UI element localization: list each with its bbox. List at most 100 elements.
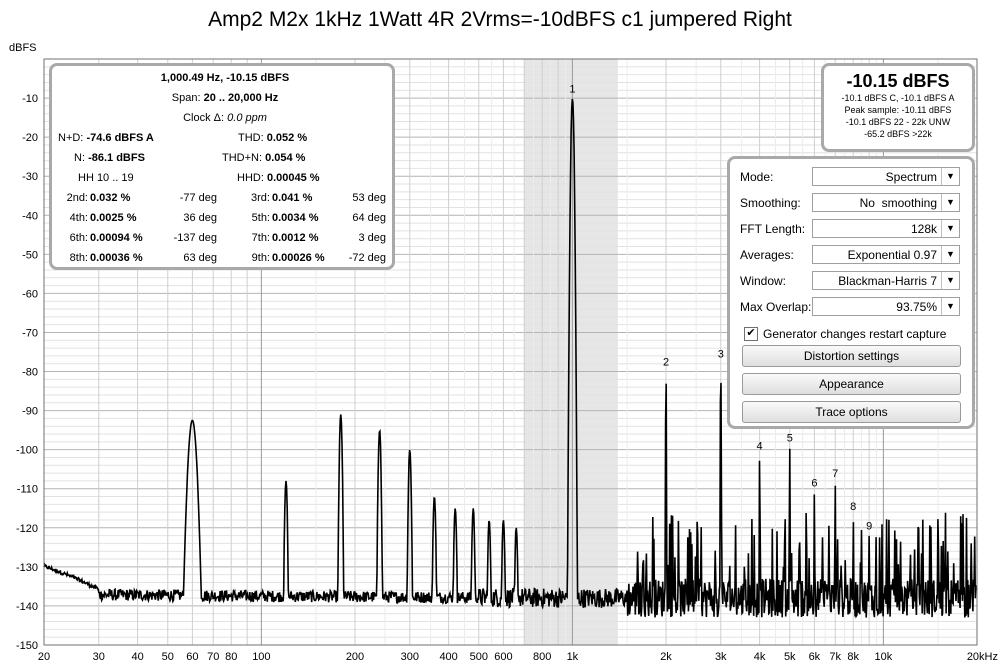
chevron-down-icon: ▼: [941, 246, 959, 263]
y-tick-label: -100: [16, 445, 38, 457]
harmonic-marker-6: 6: [811, 478, 817, 490]
harmonic-value: 0.0012 %: [272, 232, 319, 244]
y-axis-unit-label: dBFS: [9, 42, 37, 54]
mode-label: Mode:: [740, 170, 774, 184]
y-tick-label: -40: [22, 210, 38, 222]
clock-readout: Clock Δ: 0.0 ppm: [183, 112, 267, 124]
restart-capture-label: Generator changes restart capture: [763, 327, 947, 341]
harmonic-marker-3: 3: [718, 349, 724, 361]
harmonic-phase: 36 deg: [183, 212, 217, 224]
smoothing-label: Smoothing:: [740, 196, 801, 210]
chevron-down-icon: ▼: [941, 272, 959, 289]
nd-readout: N+D: -74.6 dBFS A: [58, 132, 154, 144]
x-tick-label: 5k: [784, 651, 796, 663]
harmonic-marker-8: 8: [850, 501, 856, 513]
chevron-down-icon: ▼: [941, 194, 959, 211]
x-tick-label: 8k: [847, 651, 859, 663]
x-tick-label: 80: [225, 651, 237, 663]
restart-capture-checkbox[interactable]: ✔: [744, 327, 758, 341]
level-readout-panel[interactable]: -10.15 dBFS -10.1 dBFS C, -10.1 dBFS A P…: [821, 63, 975, 152]
y-tick-label: -140: [16, 601, 38, 613]
y-tick-label: -20: [22, 132, 38, 144]
harmonic-label: 5th:: [251, 212, 270, 224]
averages-row: Averages: Exponential 0.97 ▼: [740, 245, 966, 265]
harmonic-phase: 53 deg: [352, 192, 386, 204]
max-overlap-label: Max Overlap:: [740, 300, 812, 314]
appearance-button[interactable]: Appearance: [742, 373, 961, 395]
y-tick-label: -30: [22, 171, 38, 183]
harmonic-label: 3rd:: [251, 192, 270, 204]
x-tick-label: 30: [93, 651, 105, 663]
hh-range-label: HH 10 .. 19: [78, 172, 134, 184]
harmonic-value: 0.0025 %: [90, 212, 137, 224]
fft-length-row: FFT Length: 128k ▼: [740, 219, 966, 239]
peak-frequency-level: 1,000.49 Hz, -10.15 dBFS: [160, 72, 290, 84]
mode-row: Mode: Spectrum ▼: [740, 167, 966, 187]
harmonic-label: 7th:: [251, 232, 270, 244]
y-tick-label: -10: [22, 93, 38, 105]
mode-select[interactable]: Spectrum ▼: [812, 167, 960, 186]
harmonic-marker-9: 9: [866, 521, 872, 533]
averages-label: Averages:: [740, 248, 794, 262]
level-above-22k: -65.2 dBFS >22k: [864, 129, 932, 139]
chevron-down-icon: ▼: [941, 220, 959, 237]
y-tick-label: -130: [16, 562, 38, 574]
x-tick-label: 1k: [567, 651, 579, 663]
averages-select[interactable]: Exponential 0.97 ▼: [812, 245, 960, 264]
x-tick-label: 400: [439, 651, 457, 663]
harmonic-value: 0.00026 %: [272, 252, 325, 264]
harmonic-value: 0.00094 %: [90, 232, 143, 244]
axes: -10 -20 -30 -40 -50 -60 -70 -80 -90 -100 -110 -120 -…: [16, 58, 998, 663]
y-tick-label: -60: [22, 288, 38, 300]
harmonic-phase: 64 deg: [352, 212, 386, 224]
level-weighted: -10.1 dBFS C, -10.1 dBFS A: [841, 93, 955, 103]
x-tick-label: 4k: [754, 651, 766, 663]
harmonic-marker-2: 2: [663, 357, 669, 369]
harmonic-value: 0.00036 %: [90, 252, 143, 264]
spectrum-line: [43, 98, 978, 619]
fft-length-label: FFT Length:: [740, 222, 806, 236]
window-select[interactable]: Blackman-Harris 7 ▼: [812, 271, 960, 290]
y-tick-label: -80: [22, 367, 38, 379]
distortion-settings-button[interactable]: Distortion settings: [742, 345, 961, 367]
max-overlap-select[interactable]: 93.75% ▼: [812, 297, 960, 316]
x-tick-label: 6k: [809, 651, 821, 663]
analysis-controls-panel: Mode: Spectrum ▼ Smoothing: No smoothing ▼…: [727, 156, 975, 429]
smoothing-row: Smoothing: No smoothing ▼: [740, 193, 966, 213]
x-tick-label: 800: [533, 651, 551, 663]
chevron-down-icon: ▼: [941, 168, 959, 185]
x-tick-label: 20kHz: [967, 651, 998, 663]
spectrum-trace: 1 2 3 4 5 6 7 89: [43, 84, 978, 619]
trace-options-button[interactable]: Trace options: [742, 401, 961, 423]
x-tick-label: 10k: [875, 651, 893, 663]
harmonic-marker-7: 7: [832, 468, 838, 480]
harmonic-marker-5: 5: [787, 433, 793, 445]
window-row: Window: Blackman-Harris 7 ▼: [740, 271, 966, 291]
x-tick-label: 50: [162, 651, 174, 663]
harmonic-marker-4: 4: [757, 441, 763, 453]
checkmark-icon: ✔: [746, 327, 756, 339]
x-tick-label: 40: [131, 651, 143, 663]
harmonic-label: 2nd:: [66, 192, 88, 204]
x-tick-label: 500: [470, 651, 488, 663]
span-readout: Span: 20 .. 20,000 Hz: [171, 92, 279, 104]
harmonic-label: 4th:: [69, 212, 88, 224]
level-main-value: -10.15 dBFS: [846, 71, 950, 91]
x-tick-label: 300: [401, 651, 419, 663]
harmonic-value: 0.0034 %: [272, 212, 319, 224]
y-tick-label: -70: [22, 327, 38, 339]
chart-title: Amp2 M2x 1kHz 1Watt 4R 2Vrms=-10dBFS c1 …: [208, 8, 792, 31]
hhd-readout: HHD: 0.00045 %: [237, 172, 320, 184]
y-tick-label: -150: [16, 640, 38, 652]
harmonic-phase: -77 deg: [179, 192, 217, 204]
x-tick-label: 2k: [660, 651, 672, 663]
harmonic-label: 6th:: [69, 232, 88, 244]
x-tick-label: 7k: [829, 651, 841, 663]
y-tick-label: -120: [16, 523, 38, 535]
smoothing-select[interactable]: No smoothing ▼: [812, 193, 960, 212]
x-tick-label: 3k: [715, 651, 727, 663]
distortion-info-panel[interactable]: 1,000.49 Hz, -10.15 dBFS Span: 20 .. 20,…: [49, 63, 395, 270]
y-tick-label: -110: [17, 484, 38, 496]
harmonic-phase: -72 deg: [348, 252, 386, 264]
fft-length-select[interactable]: 128k ▼: [812, 219, 960, 238]
